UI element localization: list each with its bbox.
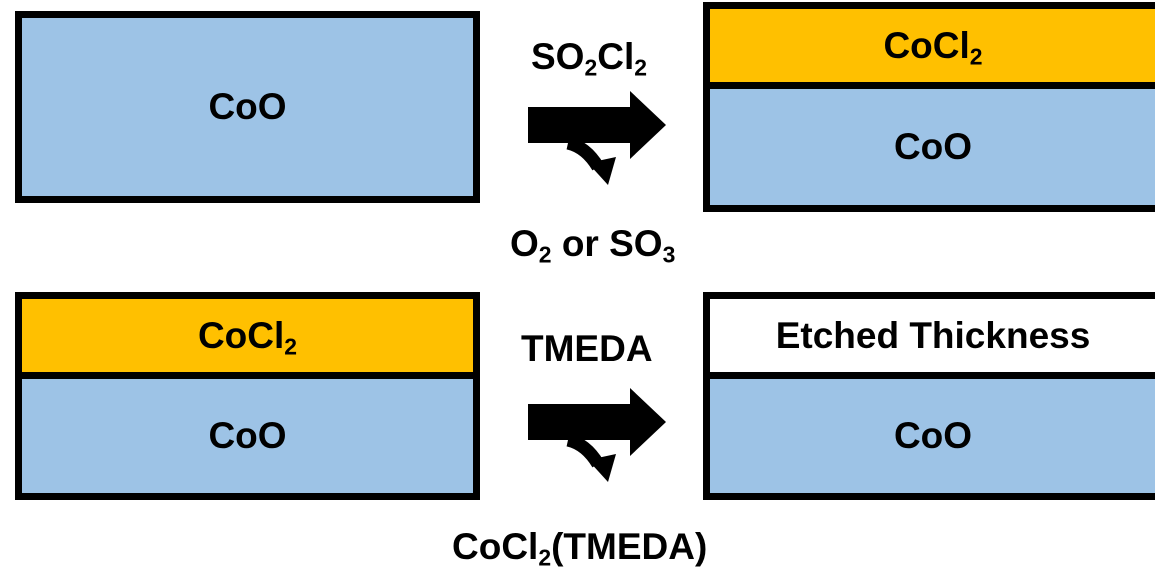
coo-substrate-box: CoO (15, 11, 480, 203)
reaction-arrow-1-shaft (528, 91, 666, 159)
etched-surface-box: Etched Thickness CoO (703, 292, 1155, 500)
reaction-arrow-1 (528, 91, 666, 185)
cocl2-layer: CoCl2 (22, 299, 473, 379)
byproduct-o2-so3-label: O2 or SO3 (510, 223, 676, 268)
reaction-arrow-1-branch-head (588, 157, 616, 185)
reaction-arrow-2-shaft (528, 388, 666, 456)
reaction-arrow-2 (528, 388, 666, 482)
coo-layer: CoO (710, 379, 1155, 493)
coo-layer: CoO (710, 89, 1155, 205)
coo-layer: CoO (22, 18, 473, 196)
byproduct-cocl2-tmeda-label: CoCl2(TMEDA) (452, 526, 708, 571)
reagent-so2cl2-label: SO2Cl2 (531, 36, 647, 81)
etched-thickness-label: Etched Thickness (775, 314, 1091, 356)
cocl2-layer: CoCl2 (710, 9, 1155, 89)
etched-thickness-layer: Etched Thickness (710, 299, 1155, 379)
reaction-arrow-2-branch-head (588, 454, 616, 482)
chlorinated-surface-box: CoCl2 CoO (703, 2, 1155, 212)
coo-label: CoO (208, 415, 287, 456)
coo-layer: CoO (22, 379, 473, 493)
chlorinated-substrate-box: CoCl2 CoO (15, 292, 480, 500)
coo-label: CoO (893, 126, 973, 167)
reagent-tmeda-label: TMEDA (521, 328, 653, 369)
coo-label: CoO (893, 415, 973, 456)
coo-label: CoO (208, 86, 287, 127)
